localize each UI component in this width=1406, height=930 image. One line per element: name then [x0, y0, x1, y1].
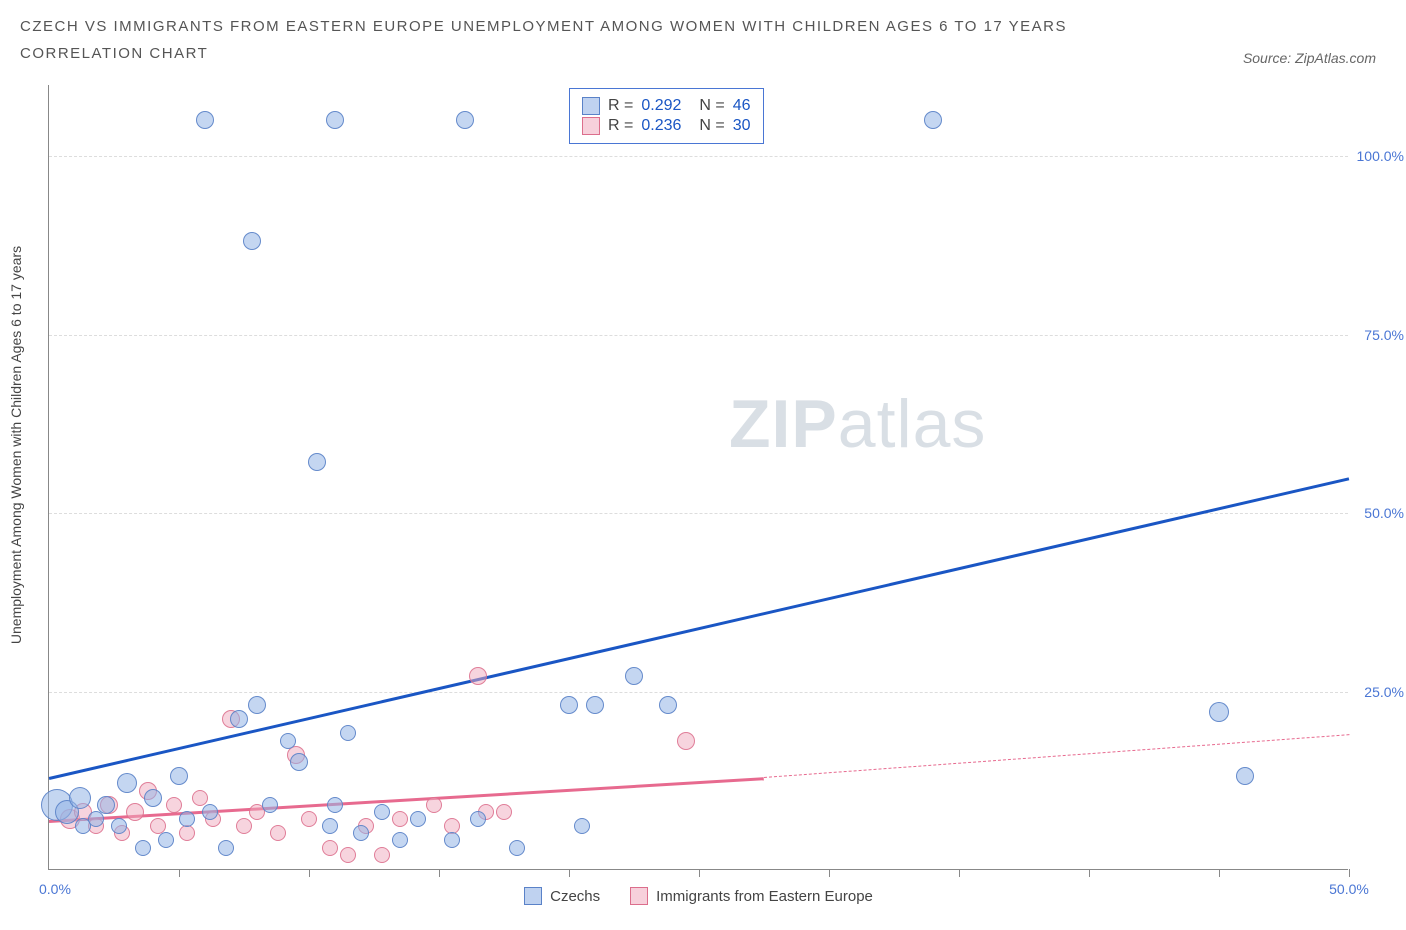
trendline [49, 478, 1350, 780]
swatch-icon [630, 887, 648, 905]
y-tick-label: 75.0% [1364, 327, 1404, 343]
x-tick [1089, 869, 1090, 877]
x-tick [1349, 869, 1350, 877]
x-tick [569, 869, 570, 877]
scatter-point [166, 797, 182, 813]
legend: Czechs Immigrants from Eastern Europe [49, 887, 1348, 905]
scatter-point [135, 840, 151, 856]
scatter-point [117, 773, 137, 793]
legend-item-b: Immigrants from Eastern Europe [630, 887, 873, 905]
scatter-point [192, 790, 208, 806]
y-tick-label: 50.0% [1364, 505, 1404, 521]
scatter-point [322, 818, 338, 834]
swatch-icon [582, 117, 600, 135]
x-tick [439, 869, 440, 877]
y-tick-label: 100.0% [1357, 148, 1404, 164]
x-tick [1219, 869, 1220, 877]
scatter-point [301, 811, 317, 827]
scatter-point [353, 825, 369, 841]
scatter-point [469, 667, 487, 685]
scatter-point [340, 847, 356, 863]
y-tick-label: 25.0% [1364, 684, 1404, 700]
scatter-point [1236, 767, 1254, 785]
scatter-point [97, 796, 115, 814]
scatter-point [392, 832, 408, 848]
scatter-point [170, 767, 188, 785]
scatter-point [574, 818, 590, 834]
scatter-point [262, 797, 278, 813]
gridline [49, 156, 1348, 157]
x-tick [309, 869, 310, 877]
scatter-point [69, 787, 91, 809]
scatter-point [196, 111, 214, 129]
scatter-point [230, 710, 248, 728]
x-tick-label: 0.0% [39, 881, 71, 897]
scatter-point [243, 232, 261, 250]
scatter-point [586, 696, 604, 714]
scatter-point [327, 797, 343, 813]
scatter-point [236, 818, 252, 834]
chart-container: Unemployment Among Women with Children A… [0, 85, 1406, 905]
correlation-stats-box: R = 0.292 N = 46 R = 0.236 N = 30 [569, 88, 764, 144]
scatter-point [392, 811, 408, 827]
gridline [49, 335, 1348, 336]
scatter-point [88, 811, 104, 827]
scatter-point [218, 840, 234, 856]
x-tick [699, 869, 700, 877]
y-axis-label: Unemployment Among Women with Children A… [8, 195, 24, 695]
gridline [49, 692, 1348, 693]
scatter-point [677, 732, 695, 750]
x-tick [959, 869, 960, 877]
scatter-point [270, 825, 286, 841]
scatter-point [290, 753, 308, 771]
watermark: ZIPatlas [729, 385, 986, 463]
scatter-point [625, 667, 643, 685]
scatter-point [426, 797, 442, 813]
scatter-point [1209, 702, 1229, 722]
scatter-point [322, 840, 338, 856]
scatter-point [248, 696, 266, 714]
chart-title-line2: CORRELATION CHART [20, 45, 1386, 62]
scatter-point [202, 804, 218, 820]
scatter-point [179, 811, 195, 827]
scatter-point [280, 733, 296, 749]
legend-item-a: Czechs [524, 887, 600, 905]
scatter-point [126, 803, 144, 821]
scatter-point [374, 847, 390, 863]
source-attribution: Source: ZipAtlas.com [1243, 50, 1376, 66]
scatter-point [308, 453, 326, 471]
scatter-point [340, 725, 356, 741]
scatter-point [659, 696, 677, 714]
trendline [764, 734, 1349, 778]
swatch-icon [524, 887, 542, 905]
scatter-point [444, 832, 460, 848]
gridline [49, 513, 1348, 514]
x-tick [829, 869, 830, 877]
stats-row-series-a: R = 0.292 N = 46 [582, 97, 751, 115]
scatter-point [496, 804, 512, 820]
scatter-point [509, 840, 525, 856]
scatter-point [374, 804, 390, 820]
stats-row-series-b: R = 0.236 N = 30 [582, 117, 751, 135]
scatter-point [179, 825, 195, 841]
scatter-point [456, 111, 474, 129]
x-tick [179, 869, 180, 877]
scatter-point [111, 818, 127, 834]
plot-area: ZIPatlas R = 0.292 N = 46 R = 0.236 N = … [48, 85, 1348, 870]
scatter-point [470, 811, 486, 827]
chart-title-line1: CZECH VS IMMIGRANTS FROM EASTERN EUROPE … [20, 18, 1386, 35]
swatch-icon [582, 97, 600, 115]
x-tick-label: 50.0% [1329, 881, 1369, 897]
scatter-point [560, 696, 578, 714]
scatter-point [410, 811, 426, 827]
scatter-point [326, 111, 344, 129]
scatter-point [158, 832, 174, 848]
scatter-point [144, 789, 162, 807]
scatter-point [924, 111, 942, 129]
